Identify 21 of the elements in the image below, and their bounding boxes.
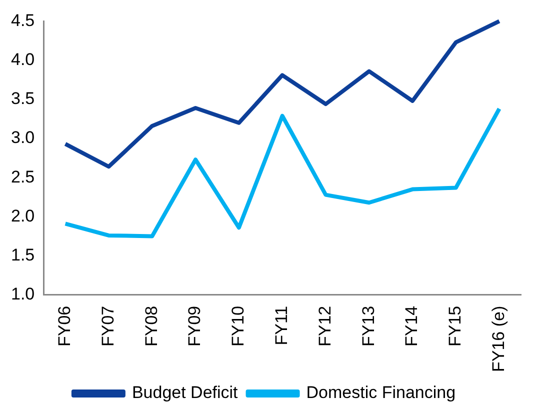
x-tick-label: FY10 (228, 306, 248, 347)
x-tick-label: FY08 (142, 306, 161, 347)
x-tick-label: FY06 (55, 306, 74, 347)
y-tick-label: 4.0 (10, 50, 35, 69)
y-tick-label: 1.0 (10, 284, 35, 304)
y-tick-label: 2.0 (10, 206, 35, 226)
x-tick-label: FY14 (402, 306, 422, 347)
y-tick-label: 3.0 (10, 128, 35, 148)
y-tick-label: 2.5 (10, 167, 35, 186)
x-tick-label: FY11 (272, 306, 292, 346)
x-tick-label: FY12 (315, 306, 334, 347)
x-tick-label: FY15 (446, 306, 465, 347)
x-tick-label: FY09 (185, 306, 204, 347)
y-tick-label: 4.5 (10, 10, 35, 30)
x-tick-label: FY13 (358, 306, 378, 347)
x-tick-label: FY07 (98, 306, 118, 347)
legend-label: Budget Deficit (132, 383, 238, 402)
y-tick-label: 1.5 (10, 245, 35, 264)
legend-label: Domestic Financing (306, 383, 456, 402)
x-tick-label: FY16 (e) (488, 306, 508, 372)
y-tick-label: 3.5 (10, 89, 35, 108)
